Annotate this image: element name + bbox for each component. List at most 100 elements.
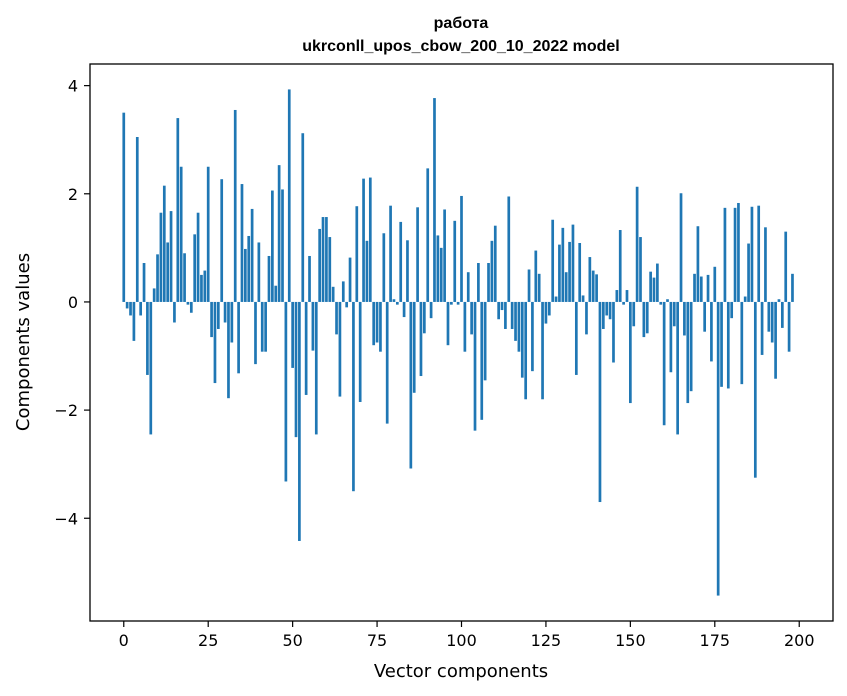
y-tick-label: −2 xyxy=(54,401,78,420)
bar xyxy=(662,301,666,426)
bar xyxy=(689,301,693,392)
bar xyxy=(348,257,352,302)
bar xyxy=(561,227,565,302)
bar xyxy=(247,235,251,302)
bar xyxy=(753,301,757,478)
x-tick-label: 50 xyxy=(282,631,302,650)
bar xyxy=(162,185,166,302)
bar xyxy=(291,301,294,368)
bar xyxy=(473,301,477,431)
bar xyxy=(686,301,690,404)
bar xyxy=(625,290,629,302)
bar xyxy=(510,301,514,329)
bar xyxy=(314,301,318,435)
bar xyxy=(493,225,497,302)
bar xyxy=(267,255,271,302)
bar xyxy=(699,276,703,302)
bar xyxy=(173,301,176,323)
bar xyxy=(737,202,740,302)
bar xyxy=(645,301,649,334)
bar xyxy=(730,301,734,319)
bar xyxy=(210,301,213,338)
bar xyxy=(774,301,777,379)
bar xyxy=(574,301,578,375)
bar xyxy=(368,177,372,302)
bar xyxy=(331,286,335,302)
bar xyxy=(683,301,686,336)
bar xyxy=(780,301,784,328)
bar xyxy=(784,231,788,302)
y-tick-label: −4 xyxy=(54,509,78,528)
bar xyxy=(524,301,528,400)
bar xyxy=(669,301,673,373)
bar xyxy=(223,301,227,323)
x-tick-label: 150 xyxy=(615,631,646,650)
bar xyxy=(531,301,534,372)
bar xyxy=(652,277,656,302)
bar xyxy=(480,301,484,420)
bar xyxy=(551,219,555,302)
bar xyxy=(443,209,446,302)
bar xyxy=(129,301,132,316)
x-tick-label: 75 xyxy=(367,631,387,650)
bar xyxy=(656,263,659,302)
bar xyxy=(760,301,764,355)
bars-group xyxy=(122,89,794,596)
bar xyxy=(710,301,713,362)
bar xyxy=(568,241,571,302)
x-tick-label: 0 xyxy=(119,631,129,650)
bar xyxy=(787,301,791,352)
bar xyxy=(693,273,696,302)
bar xyxy=(595,274,598,302)
bar xyxy=(720,301,723,387)
bar xyxy=(770,301,774,343)
bar xyxy=(402,301,406,318)
bar xyxy=(497,301,500,320)
bar xyxy=(605,301,609,316)
bar xyxy=(446,301,450,346)
bar xyxy=(716,301,720,596)
bar xyxy=(277,165,281,302)
y-tick-label: 2 xyxy=(68,185,78,204)
bar xyxy=(142,263,146,302)
bar xyxy=(382,233,386,302)
bar xyxy=(341,281,345,302)
bar xyxy=(514,301,517,341)
bar xyxy=(132,301,136,341)
bar xyxy=(399,221,403,302)
bar xyxy=(159,212,163,302)
bar xyxy=(635,186,639,302)
bar xyxy=(591,270,595,302)
bar xyxy=(659,301,663,305)
bar xyxy=(642,301,646,338)
bar xyxy=(747,243,750,302)
bar xyxy=(764,227,767,302)
bar xyxy=(679,193,683,302)
x-axis-ticks: 0 25 50 75 100 125 150 175 200 xyxy=(119,621,815,650)
bar xyxy=(564,272,568,302)
bar xyxy=(750,206,754,302)
bar xyxy=(500,301,504,311)
bar xyxy=(216,301,220,329)
bar xyxy=(632,301,636,327)
bar xyxy=(537,273,541,302)
bar xyxy=(189,301,193,313)
bar xyxy=(284,301,288,482)
bar xyxy=(304,301,308,395)
bar xyxy=(230,301,234,343)
bar xyxy=(541,301,544,400)
bar xyxy=(257,242,261,302)
bar xyxy=(406,240,409,302)
bar xyxy=(649,271,652,302)
bar xyxy=(392,299,396,302)
bar xyxy=(206,166,210,302)
y-tick-label: 4 xyxy=(68,77,78,96)
bar xyxy=(139,301,143,316)
bar xyxy=(791,273,794,302)
bar xyxy=(335,301,338,335)
y-axis-ticks: −4 −2 0 2 4 xyxy=(54,77,90,528)
bar xyxy=(169,211,173,302)
bar xyxy=(466,272,470,302)
bar xyxy=(409,301,413,469)
